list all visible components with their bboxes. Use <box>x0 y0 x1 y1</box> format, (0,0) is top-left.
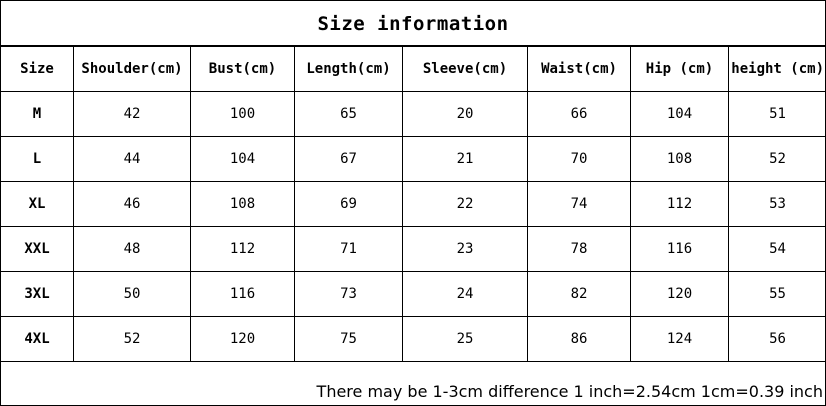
measurement-cell: 71 <box>294 226 403 272</box>
measurement-cell: 66 <box>527 91 631 137</box>
size-cell: L <box>0 136 74 182</box>
measurement-cell: 20 <box>402 91 528 137</box>
column-header: Shoulder(cm) <box>73 46 191 92</box>
chart-title: Size information <box>1 1 825 46</box>
column-header: Bust(cm) <box>190 46 295 92</box>
measurement-cell: 73 <box>294 271 403 317</box>
header-row: Size Shoulder(cm) Bust(cm) Length(cm) Sl… <box>0 46 826 92</box>
measurement-cell: 120 <box>190 316 295 362</box>
column-header: Size <box>0 46 74 92</box>
measurement-cell: 52 <box>728 136 826 182</box>
measurement-cell: 23 <box>402 226 528 272</box>
column-header: Hip (cm) <box>630 46 729 92</box>
measurement-cell: 74 <box>527 181 631 227</box>
measurement-cell: 65 <box>294 91 403 137</box>
column-header: Waist(cm) <box>527 46 631 92</box>
size-note: There may be 1-3cm difference 1 inch=2.5… <box>316 382 823 401</box>
measurement-cell: 44 <box>73 136 191 182</box>
size-table: Size Shoulder(cm) Bust(cm) Length(cm) Sl… <box>0 46 826 362</box>
size-cell: 3XL <box>0 271 74 317</box>
table-row: XXL 48 112 71 23 78 116 54 <box>0 226 826 272</box>
measurement-cell: 46 <box>73 181 191 227</box>
measurement-cell: 42 <box>73 91 191 137</box>
measurement-cell: 108 <box>190 181 295 227</box>
table-row: M 42 100 65 20 66 104 51 <box>0 91 826 137</box>
measurement-cell: 78 <box>527 226 631 272</box>
measurement-cell: 48 <box>73 226 191 272</box>
measurement-cell: 67 <box>294 136 403 182</box>
size-cell: M <box>0 91 74 137</box>
footer: There may be 1-3cm difference 1 inch=2.5… <box>1 361 825 405</box>
measurement-cell: 53 <box>728 181 826 227</box>
measurement-cell: 104 <box>630 91 729 137</box>
measurement-cell: 112 <box>630 181 729 227</box>
measurement-cell: 50 <box>73 271 191 317</box>
measurement-cell: 100 <box>190 91 295 137</box>
table-row: 4XL 52 120 75 25 86 124 56 <box>0 316 826 362</box>
measurement-cell: 116 <box>630 226 729 272</box>
measurement-cell: 82 <box>527 271 631 317</box>
table-row: 3XL 50 116 73 24 82 120 55 <box>0 271 826 317</box>
measurement-cell: 86 <box>527 316 631 362</box>
measurement-cell: 24 <box>402 271 528 317</box>
measurement-cell: 70 <box>527 136 631 182</box>
table-row: L 44 104 67 21 70 108 52 <box>0 136 826 182</box>
size-cell: XXL <box>0 226 74 272</box>
measurement-cell: 120 <box>630 271 729 317</box>
size-cell: 4XL <box>0 316 74 362</box>
measurement-cell: 116 <box>190 271 295 317</box>
measurement-cell: 56 <box>728 316 826 362</box>
column-header: Sleeve(cm) <box>402 46 528 92</box>
table-row: XL 46 108 69 22 74 112 53 <box>0 181 826 227</box>
measurement-cell: 52 <box>73 316 191 362</box>
measurement-cell: 25 <box>402 316 528 362</box>
measurement-cell: 55 <box>728 271 826 317</box>
column-header: height (cm) <box>728 46 826 92</box>
measurement-cell: 108 <box>630 136 729 182</box>
measurement-cell: 69 <box>294 181 403 227</box>
measurement-cell: 75 <box>294 316 403 362</box>
measurement-cell: 51 <box>728 91 826 137</box>
measurement-cell: 21 <box>402 136 528 182</box>
size-cell: XL <box>0 181 74 227</box>
measurement-cell: 112 <box>190 226 295 272</box>
measurement-cell: 104 <box>190 136 295 182</box>
measurement-cell: 22 <box>402 181 528 227</box>
column-header: Length(cm) <box>294 46 403 92</box>
measurement-cell: 54 <box>728 226 826 272</box>
measurement-cell: 124 <box>630 316 729 362</box>
